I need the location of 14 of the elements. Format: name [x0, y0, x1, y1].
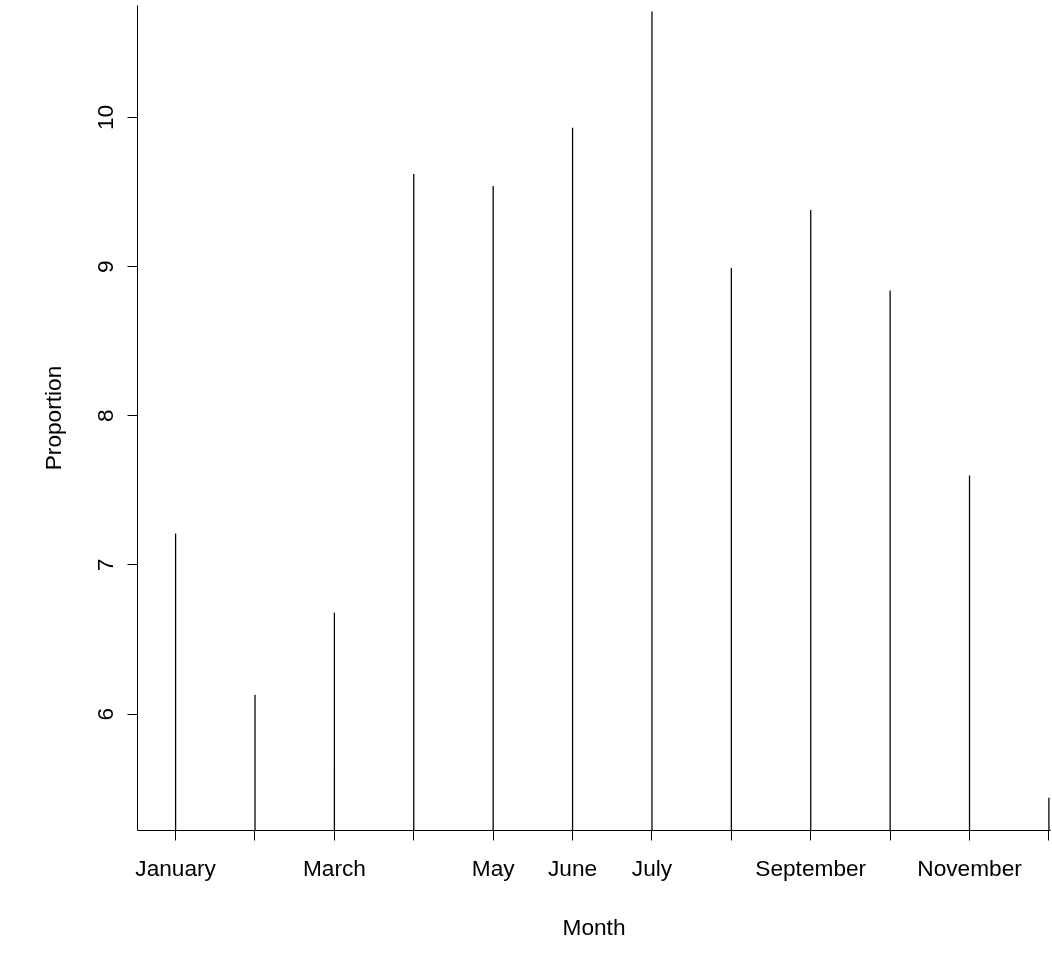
x-axis-title: Month [562, 913, 626, 940]
x-tick-label: May [471, 854, 516, 881]
y-tick-label: 9 [92, 260, 119, 273]
x-tick-label: September [755, 854, 867, 881]
x-tick-label: November [917, 854, 1023, 881]
y-tick-label: 6 [92, 707, 119, 721]
y-tick-label: 10 [92, 104, 119, 130]
y-tick-label: 8 [92, 409, 119, 423]
x-tick-label: March [302, 854, 366, 881]
x-tick-label: June [548, 854, 598, 881]
y-tick-label: 7 [92, 558, 119, 572]
y-axis-title: Proportion [39, 365, 66, 471]
x-tick-label: July [631, 854, 673, 881]
x-tick-label: January [135, 854, 217, 881]
